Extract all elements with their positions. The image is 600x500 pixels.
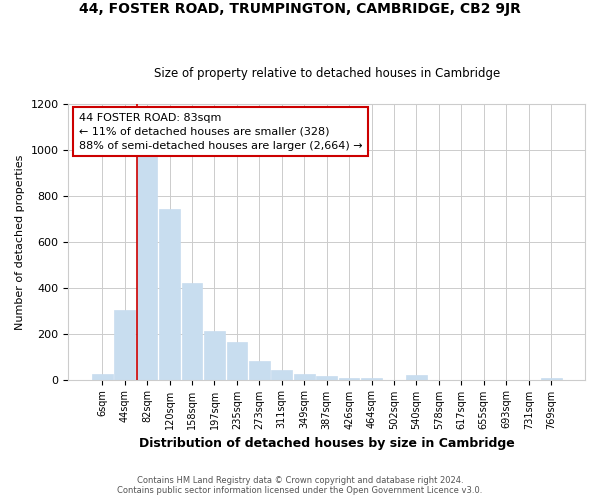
Bar <box>204 332 225 380</box>
Title: Size of property relative to detached houses in Cambridge: Size of property relative to detached ho… <box>154 66 500 80</box>
X-axis label: Distribution of detached houses by size in Cambridge: Distribution of detached houses by size … <box>139 437 515 450</box>
Bar <box>249 361 269 380</box>
Bar <box>159 208 180 380</box>
Text: Contains HM Land Registry data © Crown copyright and database right 2024.
Contai: Contains HM Land Registry data © Crown c… <box>118 476 482 495</box>
Bar <box>294 374 314 380</box>
Bar <box>361 378 382 380</box>
Bar <box>541 378 562 380</box>
Bar <box>92 374 113 380</box>
Bar <box>316 376 337 380</box>
Bar <box>115 310 135 380</box>
Bar <box>182 283 202 380</box>
Bar <box>339 378 359 380</box>
Bar <box>227 342 247 380</box>
Text: 44 FOSTER ROAD: 83sqm
← 11% of detached houses are smaller (328)
88% of semi-det: 44 FOSTER ROAD: 83sqm ← 11% of detached … <box>79 112 362 150</box>
Bar <box>406 375 427 380</box>
Bar <box>271 370 292 380</box>
Text: 44, FOSTER ROAD, TRUMPINGTON, CAMBRIDGE, CB2 9JR: 44, FOSTER ROAD, TRUMPINGTON, CAMBRIDGE,… <box>79 2 521 16</box>
Y-axis label: Number of detached properties: Number of detached properties <box>15 154 25 330</box>
Bar <box>137 156 157 380</box>
